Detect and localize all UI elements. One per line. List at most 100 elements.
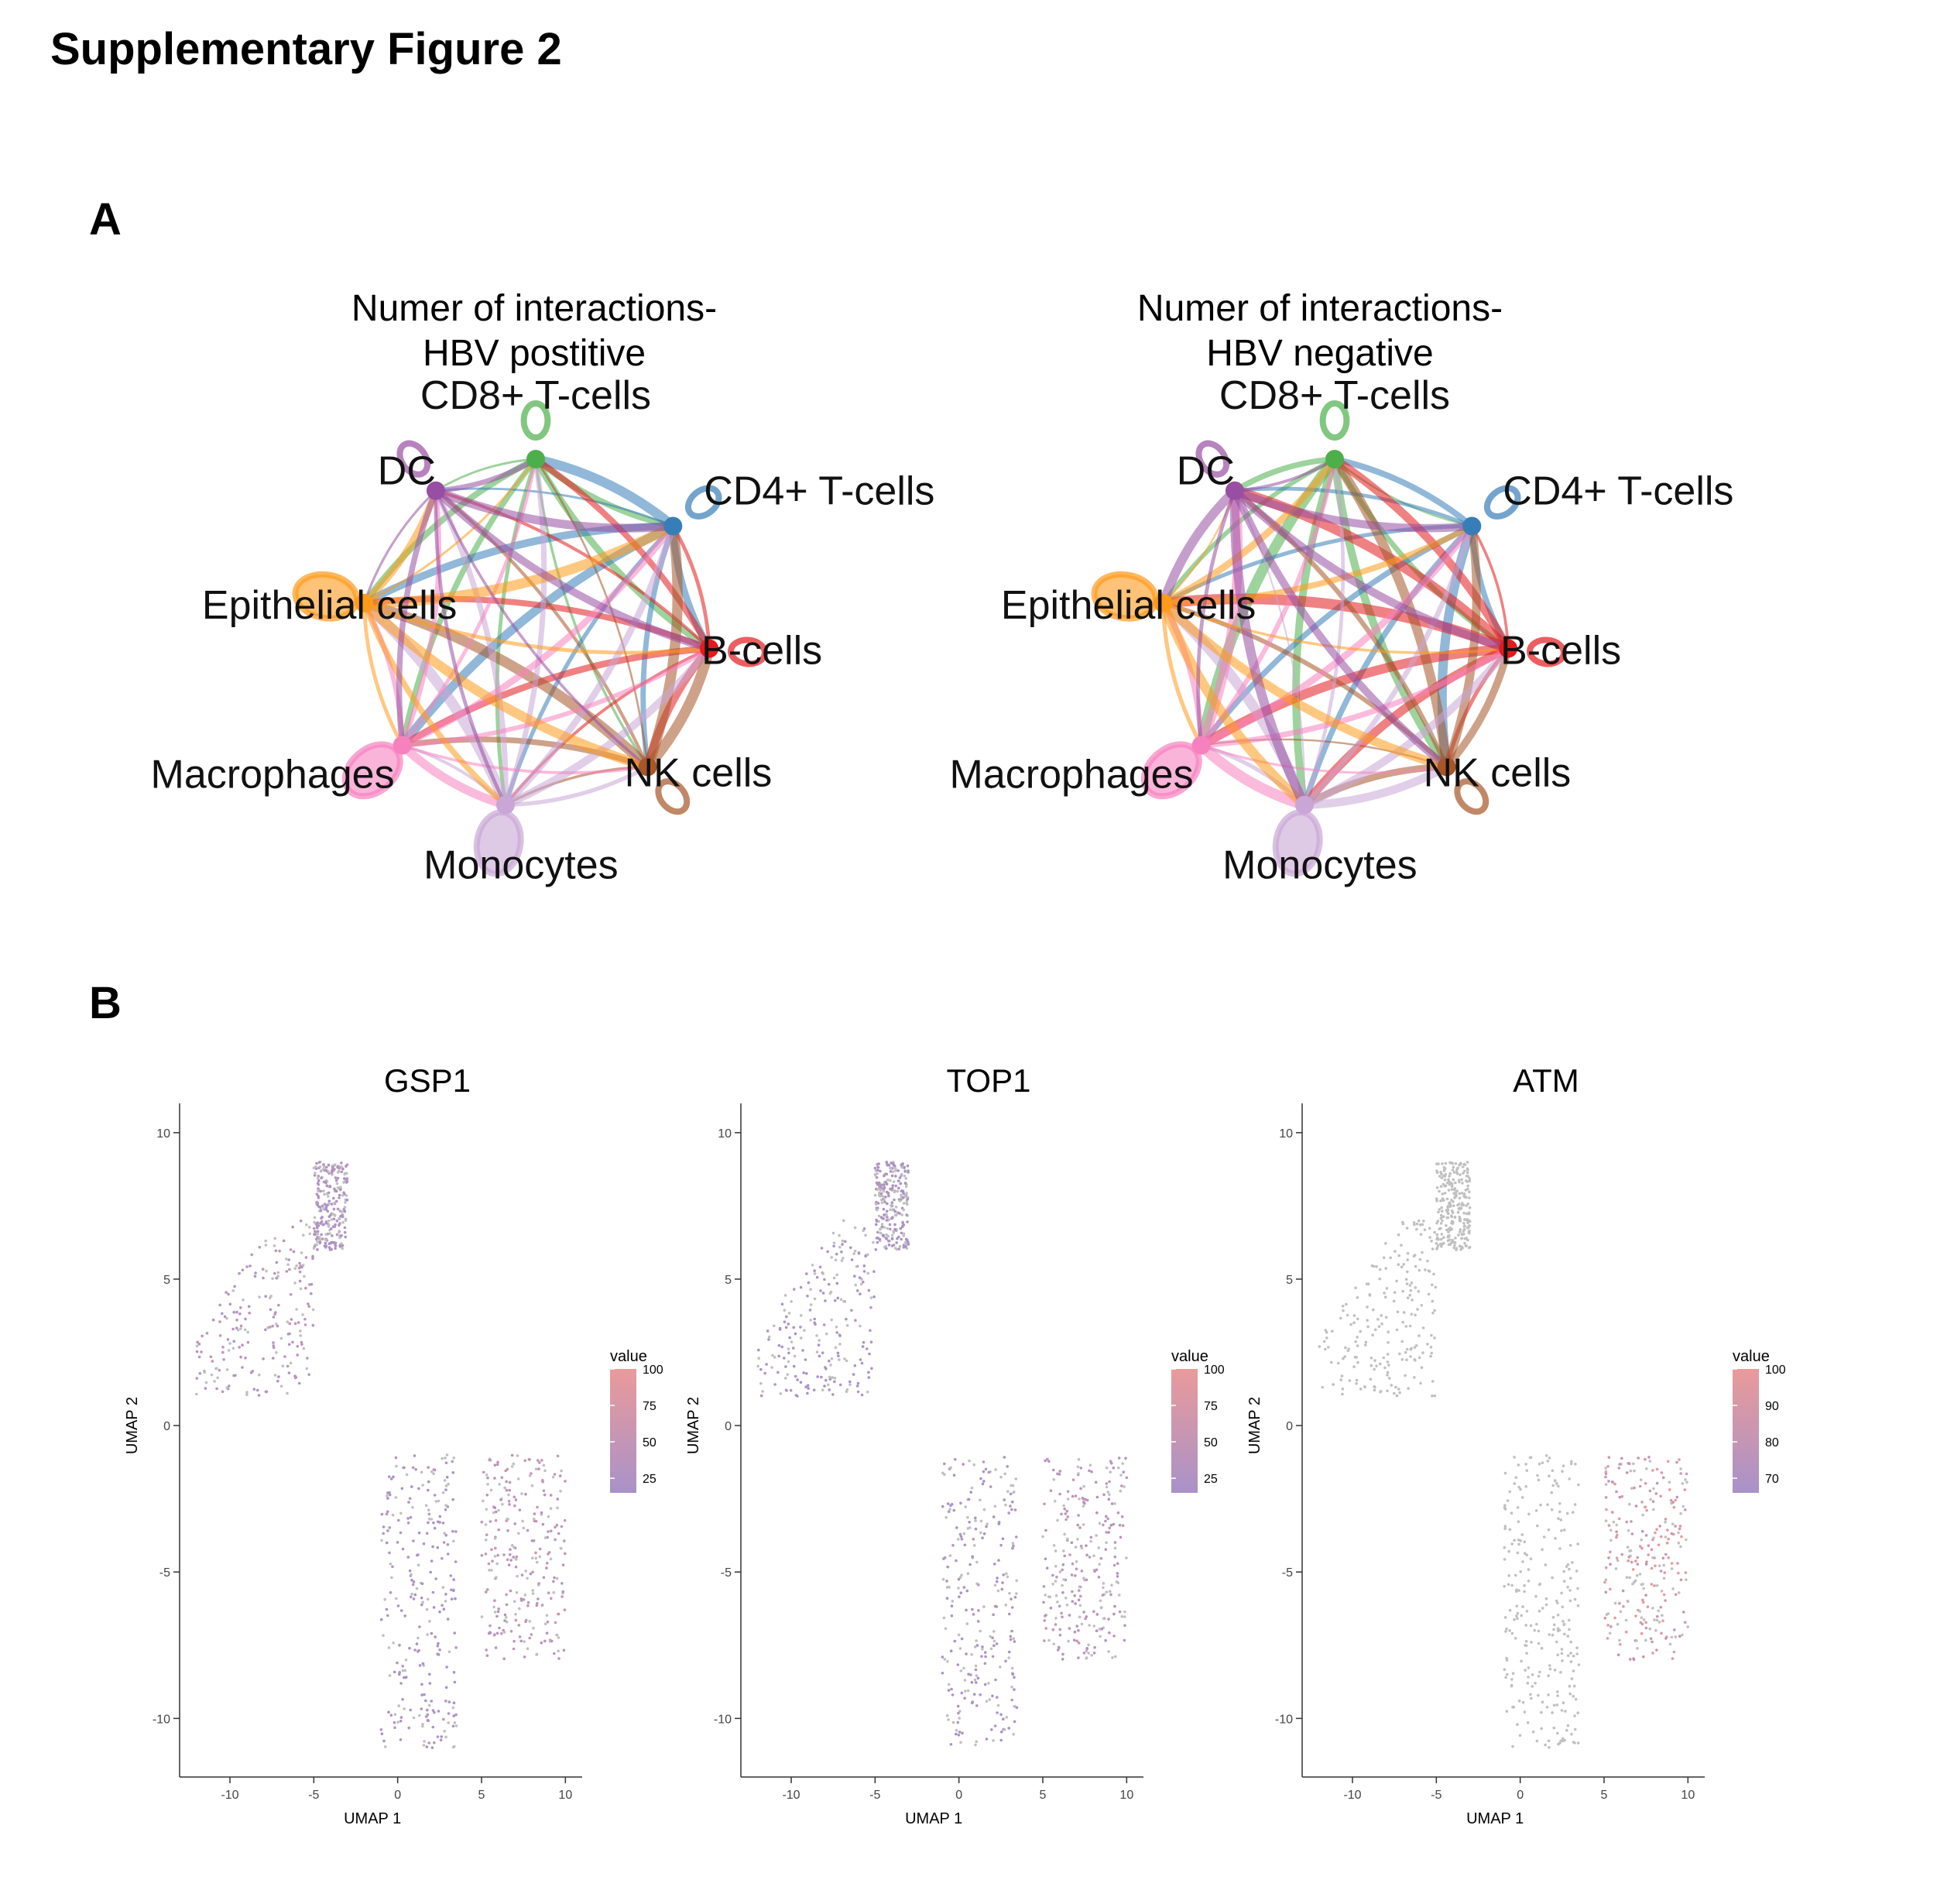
umap-point	[1318, 1345, 1322, 1348]
network-node	[1191, 736, 1211, 755]
umap-point	[537, 1582, 540, 1585]
umap-point	[1660, 1535, 1663, 1539]
umap-point	[806, 1391, 809, 1395]
umap-point	[1004, 1604, 1008, 1607]
umap-point	[958, 1717, 961, 1720]
umap-point	[1443, 1192, 1447, 1195]
umap-point	[784, 1326, 788, 1329]
umap-point	[959, 1535, 963, 1539]
umap-point	[1117, 1594, 1121, 1597]
umap-point	[1057, 1645, 1061, 1649]
umap-point	[1440, 1237, 1443, 1241]
umap-point	[1400, 1265, 1404, 1269]
umap-point	[1404, 1350, 1407, 1354]
y-axis-label: UMAP 2	[685, 1397, 702, 1454]
umap-point	[1341, 1392, 1344, 1396]
umap-point	[431, 1590, 435, 1594]
umap-point	[1386, 1353, 1390, 1356]
umap-point	[1515, 1614, 1518, 1618]
legend-colorbar	[1171, 1369, 1198, 1493]
umap-point	[385, 1541, 389, 1545]
umap-point	[1561, 1470, 1564, 1473]
umap-point	[389, 1590, 393, 1594]
umap-point	[412, 1597, 416, 1600]
umap-point	[992, 1515, 996, 1518]
umap-point	[311, 1308, 315, 1312]
umap-point	[409, 1595, 413, 1599]
umap-point	[1424, 1268, 1427, 1271]
umap-point	[428, 1620, 431, 1623]
umap-point	[1615, 1556, 1619, 1559]
umap-point	[344, 1201, 347, 1204]
umap-point	[317, 1179, 321, 1182]
umap-point	[881, 1233, 885, 1237]
umap-point	[1558, 1741, 1561, 1744]
network-edge	[1158, 487, 1239, 605]
umap-point	[862, 1280, 865, 1284]
umap-point	[990, 1728, 993, 1731]
umap-point	[1467, 1246, 1471, 1250]
umap-point	[268, 1326, 272, 1329]
umap-point	[997, 1559, 1000, 1562]
umap-point	[1463, 1237, 1467, 1240]
umap-point	[431, 1725, 435, 1729]
y-tick-label: 5	[1286, 1274, 1293, 1287]
umap-point	[974, 1516, 977, 1520]
umap-point	[1074, 1602, 1077, 1605]
umap-point	[882, 1189, 886, 1193]
umap-point	[235, 1319, 238, 1322]
umap-point	[341, 1247, 345, 1250]
umap-point	[876, 1163, 879, 1166]
umap-point	[1372, 1308, 1375, 1312]
umap-point	[1442, 1215, 1445, 1219]
umap-point	[1082, 1652, 1086, 1655]
umap-point	[1090, 1654, 1093, 1657]
umap-point	[1010, 1698, 1013, 1702]
umap-point	[1453, 1241, 1457, 1244]
umap-point	[1440, 1233, 1444, 1236]
umap-point	[1088, 1556, 1092, 1559]
umap-point	[546, 1620, 550, 1624]
umap-point	[799, 1314, 803, 1317]
umap-point	[1548, 1664, 1551, 1667]
umap-point	[1457, 1207, 1461, 1210]
umap-point	[1324, 1347, 1327, 1351]
umap-point	[1461, 1182, 1464, 1185]
umap-point	[1432, 1272, 1435, 1276]
umap-point	[1428, 1236, 1431, 1239]
umap-point	[1067, 1639, 1070, 1643]
umap-point	[994, 1468, 997, 1471]
umap-point	[1012, 1544, 1015, 1548]
umap-point	[1342, 1309, 1345, 1312]
umap-point	[558, 1474, 562, 1477]
umap-point	[818, 1265, 822, 1269]
umap-point	[418, 1664, 422, 1667]
umap-point	[1120, 1484, 1123, 1487]
umap-point	[276, 1271, 280, 1274]
umap-point	[833, 1298, 837, 1302]
umap-point	[321, 1204, 324, 1208]
umap-point	[252, 1388, 256, 1391]
umap-point	[441, 1557, 444, 1560]
umap-point	[421, 1600, 424, 1604]
umap-point	[1662, 1576, 1666, 1580]
umap-point	[1660, 1631, 1663, 1635]
umap-point	[509, 1559, 512, 1562]
umap-point	[1521, 1700, 1525, 1704]
umap-point	[1329, 1360, 1333, 1364]
umap-point	[1414, 1313, 1417, 1317]
umap-point	[862, 1270, 866, 1273]
umap-point	[841, 1243, 844, 1246]
umap-point	[264, 1328, 267, 1332]
umap-point	[1082, 1497, 1085, 1501]
umap-point	[1433, 1309, 1436, 1312]
legend-title: value	[610, 1348, 647, 1365]
umap-point	[1524, 1639, 1528, 1643]
umap-point	[439, 1738, 443, 1741]
umap-point	[291, 1225, 295, 1229]
umap-point	[297, 1321, 300, 1324]
umap-point	[979, 1629, 982, 1633]
umap-point	[903, 1182, 907, 1185]
